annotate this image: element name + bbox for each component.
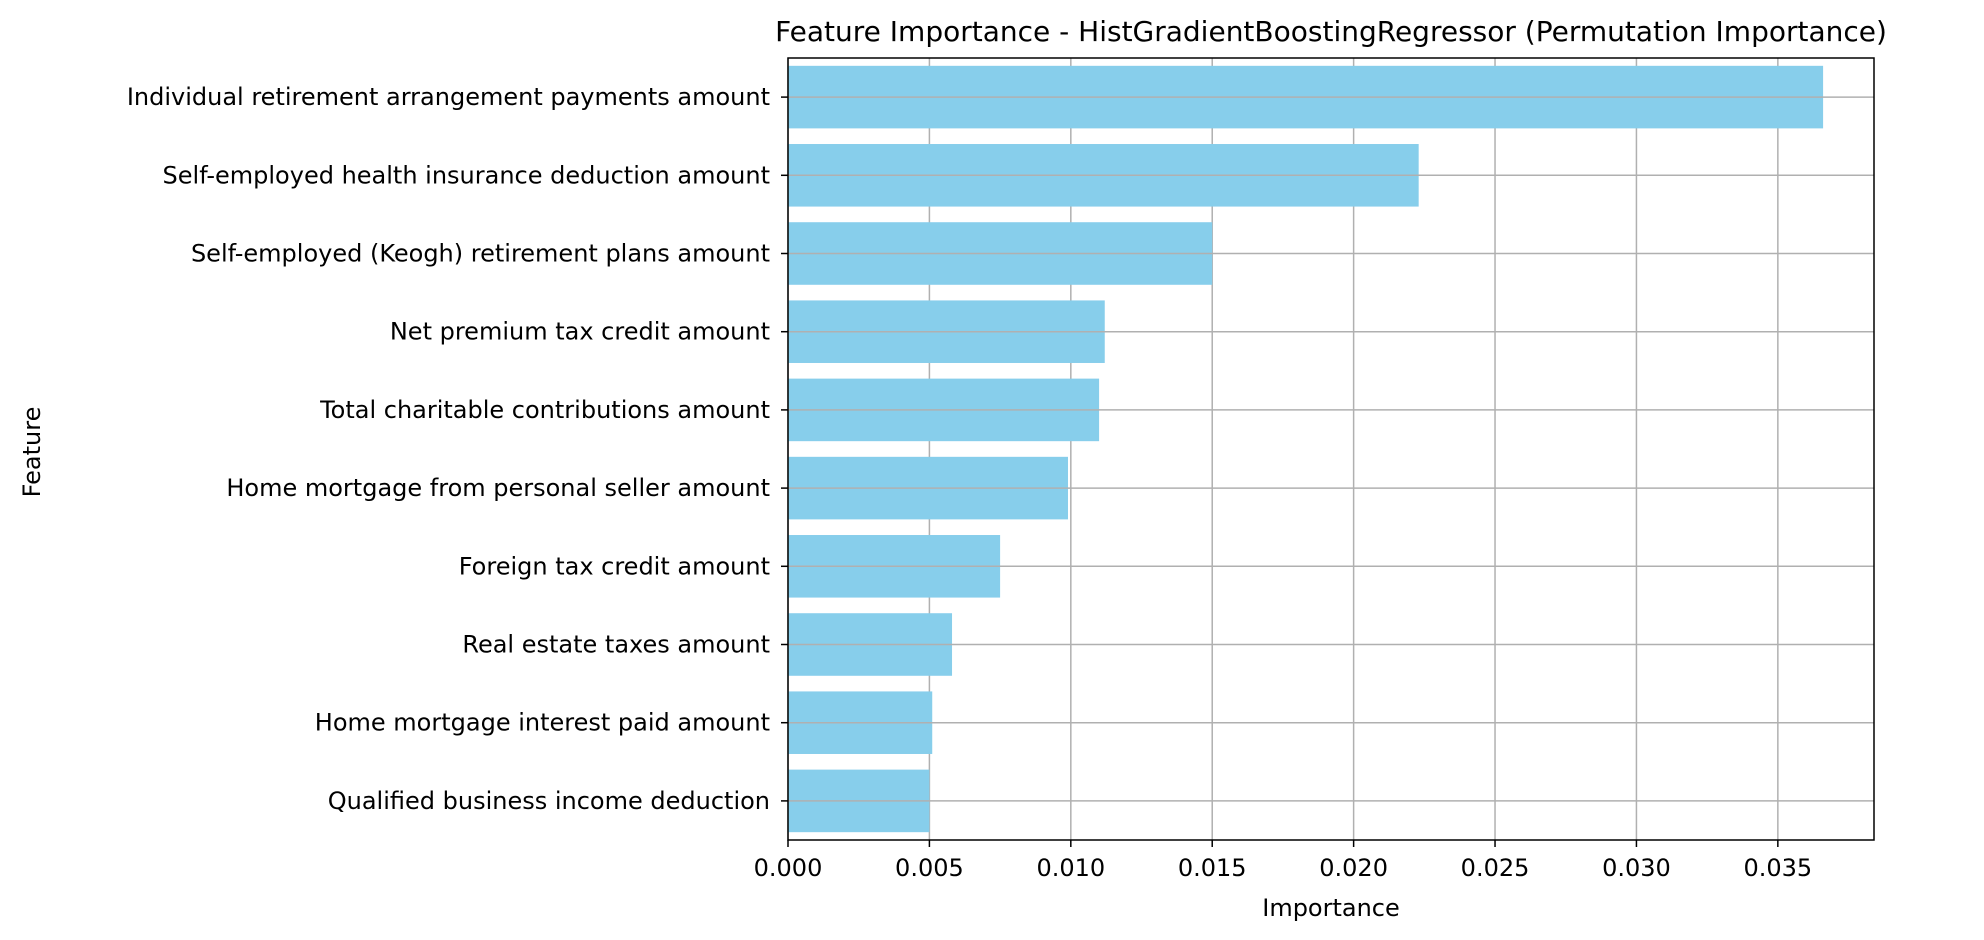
plot-frame [787, 57, 1875, 841]
y-tick-label: Net premium tax credit amount [390, 318, 770, 346]
x-tick-label: 0.015 [1178, 854, 1247, 882]
y-tick-label: Foreign tax credit amount [459, 552, 770, 580]
y-tick-label: Individual retirement arrangement paymen… [127, 83, 770, 111]
y-axis-label: Feature [18, 407, 46, 498]
x-tick-label: 0.030 [1602, 854, 1671, 882]
x-tick-label: 0.025 [1461, 854, 1530, 882]
x-tick-label: 0.005 [895, 854, 964, 882]
chart-title: Feature Importance - HistGradientBoostin… [775, 15, 1887, 48]
x-tick-label: 0.010 [1036, 854, 1105, 882]
y-tick-label: Qualified business income deduction [328, 787, 770, 815]
y-tick-label: Real estate taxes amount [462, 631, 770, 659]
y-tick-label: Home mortgage interest paid amount [315, 709, 770, 737]
y-axis-ticks: Individual retirement arrangement paymen… [127, 83, 788, 815]
x-tick-label: 0.000 [754, 854, 823, 882]
y-tick-label: Home mortgage from personal seller amoun… [226, 474, 770, 502]
horizontal-grid-lines [788, 96, 1874, 802]
x-axis-ticks: 0.000 0.005 0.010 0.015 0.020 0.025 0.030 0.035 [754, 840, 1812, 882]
y-tick-label: Self-employed (Keogh) retirement plans a… [191, 240, 770, 268]
x-tick-label: 0.020 [1319, 854, 1388, 882]
y-tick-label: Self-employed health insurance deduction… [163, 161, 770, 189]
x-axis-label: Importance [1262, 894, 1400, 922]
y-tick-label: Total charitable contributions amount [319, 396, 770, 424]
x-tick-label: 0.035 [1743, 854, 1812, 882]
